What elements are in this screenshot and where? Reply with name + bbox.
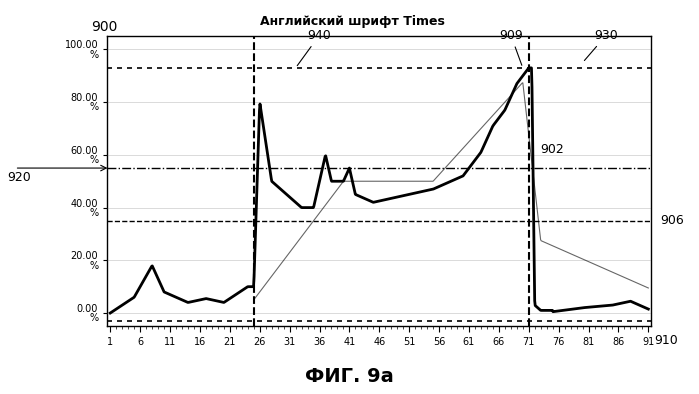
Text: ФИГ. 9а: ФИГ. 9а [305,367,394,386]
Text: Английский шрифт Times: Английский шрифт Times [260,15,445,28]
Text: 902: 902 [541,143,565,156]
Text: 930: 930 [584,28,619,61]
Text: 909: 909 [499,28,523,65]
Text: 906: 906 [661,214,684,227]
Text: 940: 940 [297,28,331,66]
Text: 920: 920 [7,171,31,184]
Text: 900: 900 [91,20,117,34]
Text: 910: 910 [654,334,678,347]
